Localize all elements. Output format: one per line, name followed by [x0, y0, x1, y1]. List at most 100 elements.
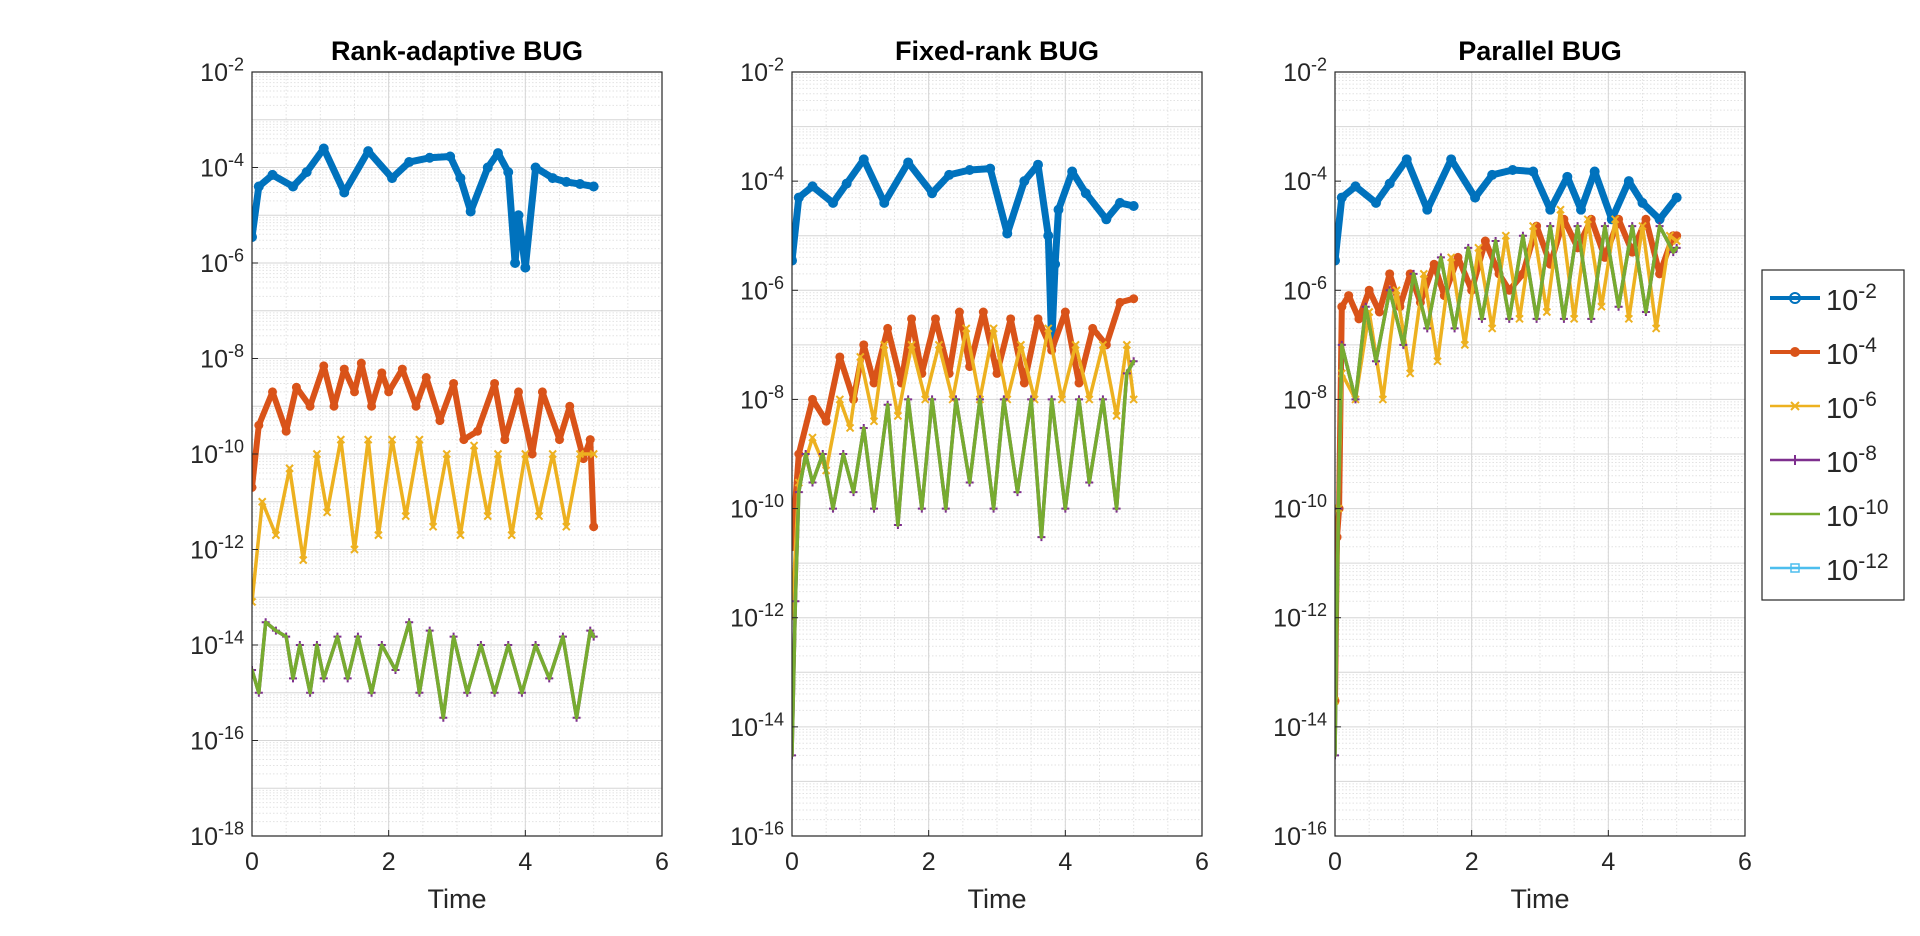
data-point — [561, 176, 572, 187]
data-point — [903, 157, 914, 168]
y-tick-label: 10-10 — [190, 437, 244, 470]
data-point — [503, 167, 514, 178]
data-point — [1487, 324, 1497, 333]
data-point — [1067, 166, 1078, 177]
data-point — [459, 435, 469, 445]
series-line-5 — [252, 620, 596, 720]
legend-label: 10-4 — [1826, 334, 1877, 371]
y-tick-label: 10-14 — [190, 628, 244, 661]
data-point — [1364, 285, 1374, 295]
data-point — [921, 395, 930, 404]
tick-base: 10 — [190, 728, 218, 756]
tick-exponent: -8 — [768, 382, 784, 402]
tick-base: 10 — [200, 250, 228, 278]
y-tick-label: 10-16 — [1273, 819, 1327, 852]
data-point — [793, 192, 804, 203]
data-point — [384, 387, 394, 397]
data-point — [1610, 215, 1620, 224]
series-line-5 — [1335, 224, 1679, 758]
data-point — [1446, 154, 1457, 165]
y-tick-label: 10-12 — [730, 600, 784, 633]
tick-base: 10 — [200, 346, 228, 374]
tick-base: 10 — [1826, 339, 1858, 371]
legend-label: 10-8 — [1826, 442, 1877, 479]
data-point — [520, 262, 531, 273]
data-point — [585, 435, 595, 445]
x-tick-label: 4 — [518, 848, 532, 876]
tick-base: 10 — [730, 496, 758, 524]
data-point — [835, 352, 845, 362]
data-point — [1528, 221, 1538, 231]
data-point — [962, 324, 971, 333]
data-point — [442, 449, 451, 459]
x-axis-label: Time — [968, 884, 1027, 914]
data-point — [268, 387, 277, 397]
data-point — [1562, 171, 1573, 182]
data-point — [1115, 297, 1125, 307]
data-point — [1336, 192, 1347, 203]
x-axis-label: Time — [1511, 884, 1570, 914]
data-point — [424, 152, 435, 163]
data-point — [858, 154, 869, 165]
data-point — [1501, 231, 1511, 240]
data-point — [252, 482, 257, 492]
legend-marker — [1789, 292, 1801, 304]
data-point — [350, 545, 359, 554]
data-point — [285, 464, 294, 473]
y-tick-label: 10-6 — [200, 246, 244, 279]
tick-base: 10 — [740, 386, 768, 414]
data-point — [954, 307, 964, 317]
data-point — [1006, 314, 1016, 324]
data-point — [992, 368, 1002, 378]
x-tick-label: 4 — [1058, 848, 1072, 876]
tick-base: 10 — [730, 823, 758, 851]
data-point — [978, 307, 988, 317]
data-point — [291, 382, 301, 392]
tick-base: 10 — [1273, 605, 1301, 633]
tick-exponent: -2 — [228, 55, 244, 75]
data-point — [1542, 307, 1552, 317]
data-point — [455, 173, 466, 184]
tick-exponent: -4 — [1858, 334, 1877, 357]
legend-item: 10-2 — [1770, 280, 1877, 317]
legend-item: 10-4 — [1770, 334, 1877, 371]
data-point — [1405, 369, 1415, 378]
data-point — [271, 530, 281, 540]
legend-marker — [1790, 401, 1800, 411]
tick-base: 10 — [1273, 714, 1301, 742]
data-point — [1080, 188, 1091, 199]
tick-base: 10 — [200, 59, 228, 87]
tick-base: 10 — [1273, 496, 1301, 524]
y-tick-label: 10-8 — [740, 382, 784, 415]
tick-base: 10 — [730, 605, 758, 633]
data-point — [1422, 204, 1433, 215]
data-point — [301, 167, 312, 178]
data-point — [1354, 314, 1364, 324]
data-point — [1019, 378, 1029, 388]
data-point — [907, 314, 917, 324]
data-point — [318, 143, 329, 154]
data-point — [1401, 154, 1412, 165]
data-point — [1637, 197, 1648, 208]
data-point — [483, 511, 492, 521]
data-point — [1071, 340, 1080, 350]
data-point — [322, 508, 332, 517]
data-point — [1641, 214, 1651, 224]
data-point — [254, 420, 264, 430]
x-tick-label: 4 — [1601, 848, 1615, 876]
data-point — [253, 181, 264, 192]
data-point — [1378, 395, 1388, 404]
axes-box — [791, 71, 1203, 837]
tick-base: 10 — [200, 155, 228, 183]
data-point — [421, 373, 431, 383]
axes-box — [1334, 71, 1746, 837]
data-point — [1583, 215, 1593, 224]
data-point — [411, 401, 421, 411]
data-point — [527, 449, 537, 459]
series-line-1 — [1335, 155, 1681, 265]
data-point — [562, 522, 571, 531]
tick-base: 10 — [740, 277, 768, 305]
y-tick-label: 10-14 — [730, 709, 784, 742]
x-tick-label: 2 — [382, 848, 396, 876]
x-tick-label: 2 — [1465, 848, 1479, 876]
